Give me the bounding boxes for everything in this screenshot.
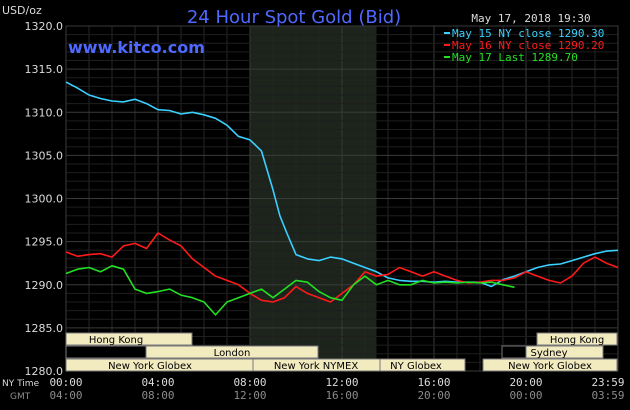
y-tick-label: 1320.0 <box>25 20 64 33</box>
series-line-2 <box>65 232 619 303</box>
legend-entry-3: May 17 Last 1289.70 <box>452 51 578 64</box>
y-tick-label: 1305.0 <box>25 149 64 162</box>
session-label-sydney: Sydney <box>530 348 567 359</box>
series-line-3 <box>65 264 515 316</box>
session-bar-sydney-pre <box>501 345 527 359</box>
grid-lines <box>65 25 619 372</box>
gmt-time-ticks: 04:00 08:00 12:00 16:00 20:00 00:00 03:59 <box>49 389 624 402</box>
session-bar-london-main <box>145 345 319 359</box>
session-label-hong-kong-2: Hong Kong <box>550 335 604 346</box>
session-label-hong-kong: Hong Kong <box>89 335 143 346</box>
ny-time-tick: 20:00 <box>509 376 542 389</box>
session-bar-london <box>65 345 147 359</box>
ny-time-tick: 08:00 <box>233 376 266 389</box>
ny-time-tick: 00:00 <box>49 376 82 389</box>
y-axis-unit: USD/oz <box>2 4 42 17</box>
gmt-label: GMT <box>10 392 31 402</box>
gmt-time-tick: 20:00 <box>417 389 450 402</box>
y-axis-ticks: 1320.0 1315.0 1310.0 1305.0 1300.0 1295.0 1290… <box>25 20 64 378</box>
gmt-time-tick: 12:00 <box>233 389 266 402</box>
session-bar-sydney <box>525 345 604 359</box>
session-bar-ny-globex-3 <box>482 358 618 372</box>
gmt-time-tick: 00:00 <box>509 389 542 402</box>
ny-time-ticks: 00:00 04:00 08:00 12:00 16:00 20:00 23:59 <box>49 376 624 389</box>
session-label-ny-globex-3: New York Globex <box>508 361 592 372</box>
gmt-time-tick: 08:00 <box>141 389 174 402</box>
legend-entry-2: May 16 NY close 1290.20 <box>452 39 604 52</box>
session-label-ny-nymex: New York NYMEX <box>274 361 359 372</box>
session-bar-hong-kong <box>65 332 193 346</box>
ny-time-tick: 04:00 <box>141 376 174 389</box>
legend-entry-1: May 15 NY close 1290.30 <box>452 27 604 40</box>
ny-time-tick: 12:00 <box>325 376 358 389</box>
y-tick-label: 1315.0 <box>25 63 64 76</box>
y-tick-label: 1290.0 <box>25 279 64 292</box>
y-tick-label: 1280.0 <box>25 365 64 378</box>
chart-date: May 17, 2018 19:30 <box>471 12 590 25</box>
session-bar-hong-kong-2 <box>536 332 618 346</box>
session-bars: Hong Kong Hong Kong London Sydney New Yo… <box>65 332 618 372</box>
ny-time-label: NY Time <box>2 379 40 389</box>
ny-time-tick: 16:00 <box>417 376 450 389</box>
session-label-ny-globex: New York Globex <box>108 361 192 372</box>
gmt-time-tick: 03:59 <box>591 389 624 402</box>
session-label-london: London <box>214 348 251 359</box>
chart-title: 24 Hour Spot Gold (Bid) <box>187 7 401 28</box>
y-tick-label: 1285.0 <box>25 322 64 335</box>
gmt-time-tick: 16:00 <box>325 389 358 402</box>
kitco-watermark: www.kitco.com <box>68 38 205 57</box>
session-bar-ny-globex-2 <box>379 358 466 372</box>
time-axis: NY Time GMT <box>2 379 40 402</box>
y-tick-label: 1310.0 <box>25 106 64 119</box>
series-lines <box>65 81 619 316</box>
gmt-time-tick: 04:00 <box>49 389 82 402</box>
y-tick-label: 1300.0 <box>25 193 64 206</box>
y-tick-label: 1295.0 <box>25 236 64 249</box>
session-label-ny-globex-2: NY Globex <box>390 361 442 372</box>
ny-time-tick: 23:59 <box>591 376 624 389</box>
